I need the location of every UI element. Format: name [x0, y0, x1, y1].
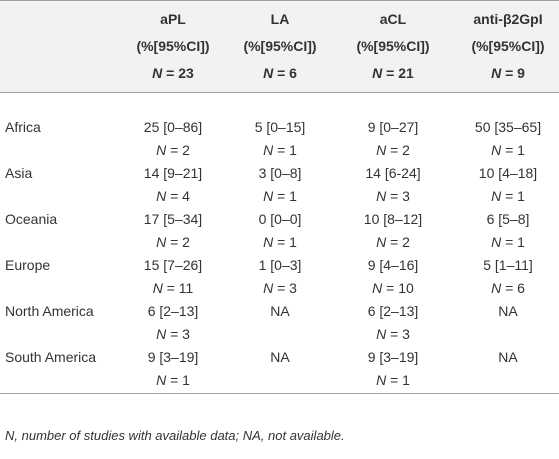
- cell-n: N = 1: [491, 188, 525, 204]
- cell-n: N = 1: [491, 142, 525, 158]
- cell-n: N = 6: [491, 280, 525, 296]
- cell-n: N = 1: [156, 372, 190, 388]
- cell-n: N = 2: [376, 234, 410, 250]
- cell-value: 6 [2–13]: [147, 303, 199, 319]
- cell-value: 14 [9–21]: [143, 165, 203, 181]
- column-ci: (%[95%CI]): [136, 38, 210, 54]
- cell-na: NA: [270, 349, 290, 365]
- cell-na: NA: [270, 303, 290, 319]
- cell-value: 9 [3–19]: [147, 349, 199, 365]
- column-name: aCL: [379, 11, 407, 27]
- row-region: Africa: [5, 119, 41, 135]
- cell-value: 9 [3–19]: [367, 349, 419, 365]
- cell-value: 5 [1–11]: [483, 257, 533, 273]
- cell-value: 15 [7–26]: [143, 257, 203, 273]
- column-name: anti-β2GpI: [473, 11, 543, 27]
- cell-value: 1 [0–3]: [258, 257, 302, 273]
- cell-n: N = 1: [491, 234, 525, 250]
- cell-n: N = 3: [156, 326, 190, 342]
- cell-value: 14 [6-24]: [365, 165, 421, 181]
- header-background: [0, 0, 559, 92]
- cell-n: N = 2: [376, 142, 410, 158]
- bottom-rule: [0, 393, 559, 394]
- column-n: N = 9: [491, 65, 525, 81]
- header-rule: [0, 92, 559, 93]
- cell-n: N = 3: [376, 188, 410, 204]
- cell-na: NA: [498, 349, 518, 365]
- cell-value: 6 [5–8]: [486, 211, 530, 227]
- cell-n: N = 1: [376, 372, 410, 388]
- cell-value: 9 [4–16]: [367, 257, 419, 273]
- column-n: N = 6: [263, 65, 297, 81]
- cell-value: 0 [0–0]: [258, 211, 302, 227]
- cell-n: N = 3: [263, 280, 297, 296]
- row-region: Europe: [5, 257, 51, 273]
- cell-n: N = 4: [156, 188, 190, 204]
- top-rule: [0, 0, 559, 1]
- cell-value: 5 [0–15]: [254, 119, 306, 135]
- cell-n: N = 2: [156, 234, 190, 250]
- cell-value: 3 [0–8]: [258, 165, 302, 181]
- row-region: Oceania: [5, 211, 58, 227]
- footnote: N, number of studies with available data…: [5, 428, 345, 443]
- column-ci: (%[95%CI]): [471, 38, 545, 54]
- cell-n: N = 1: [263, 234, 297, 250]
- cell-value: 6 [2–13]: [367, 303, 419, 319]
- column-n: N = 21: [372, 65, 414, 81]
- column-name: LA: [270, 11, 290, 27]
- row-region: South America: [5, 349, 97, 365]
- cell-n: N = 11: [152, 280, 194, 296]
- cell-n: N = 3: [376, 326, 410, 342]
- cell-n: N = 1: [263, 188, 297, 204]
- cell-value: 50 [35–65]: [474, 119, 542, 135]
- cell-value: 10 [8–12]: [363, 211, 423, 227]
- row-region: North America: [5, 303, 94, 319]
- cell-value: 9 [0–27]: [367, 119, 419, 135]
- column-ci: (%[95%CI]): [243, 38, 317, 54]
- column-name: aPL: [160, 11, 186, 27]
- column-n: N = 23: [152, 65, 194, 81]
- column-ci: (%[95%CI]): [356, 38, 430, 54]
- cell-value: 17 [5–34]: [143, 211, 203, 227]
- cell-n: N = 10: [372, 280, 414, 296]
- cell-value: 10 [4–18]: [478, 165, 538, 181]
- row-region: Asia: [5, 165, 33, 181]
- cell-n: N = 2: [156, 142, 190, 158]
- cell-value: 25 [0–86]: [143, 119, 203, 135]
- cell-na: NA: [498, 303, 518, 319]
- cell-n: N = 1: [263, 142, 297, 158]
